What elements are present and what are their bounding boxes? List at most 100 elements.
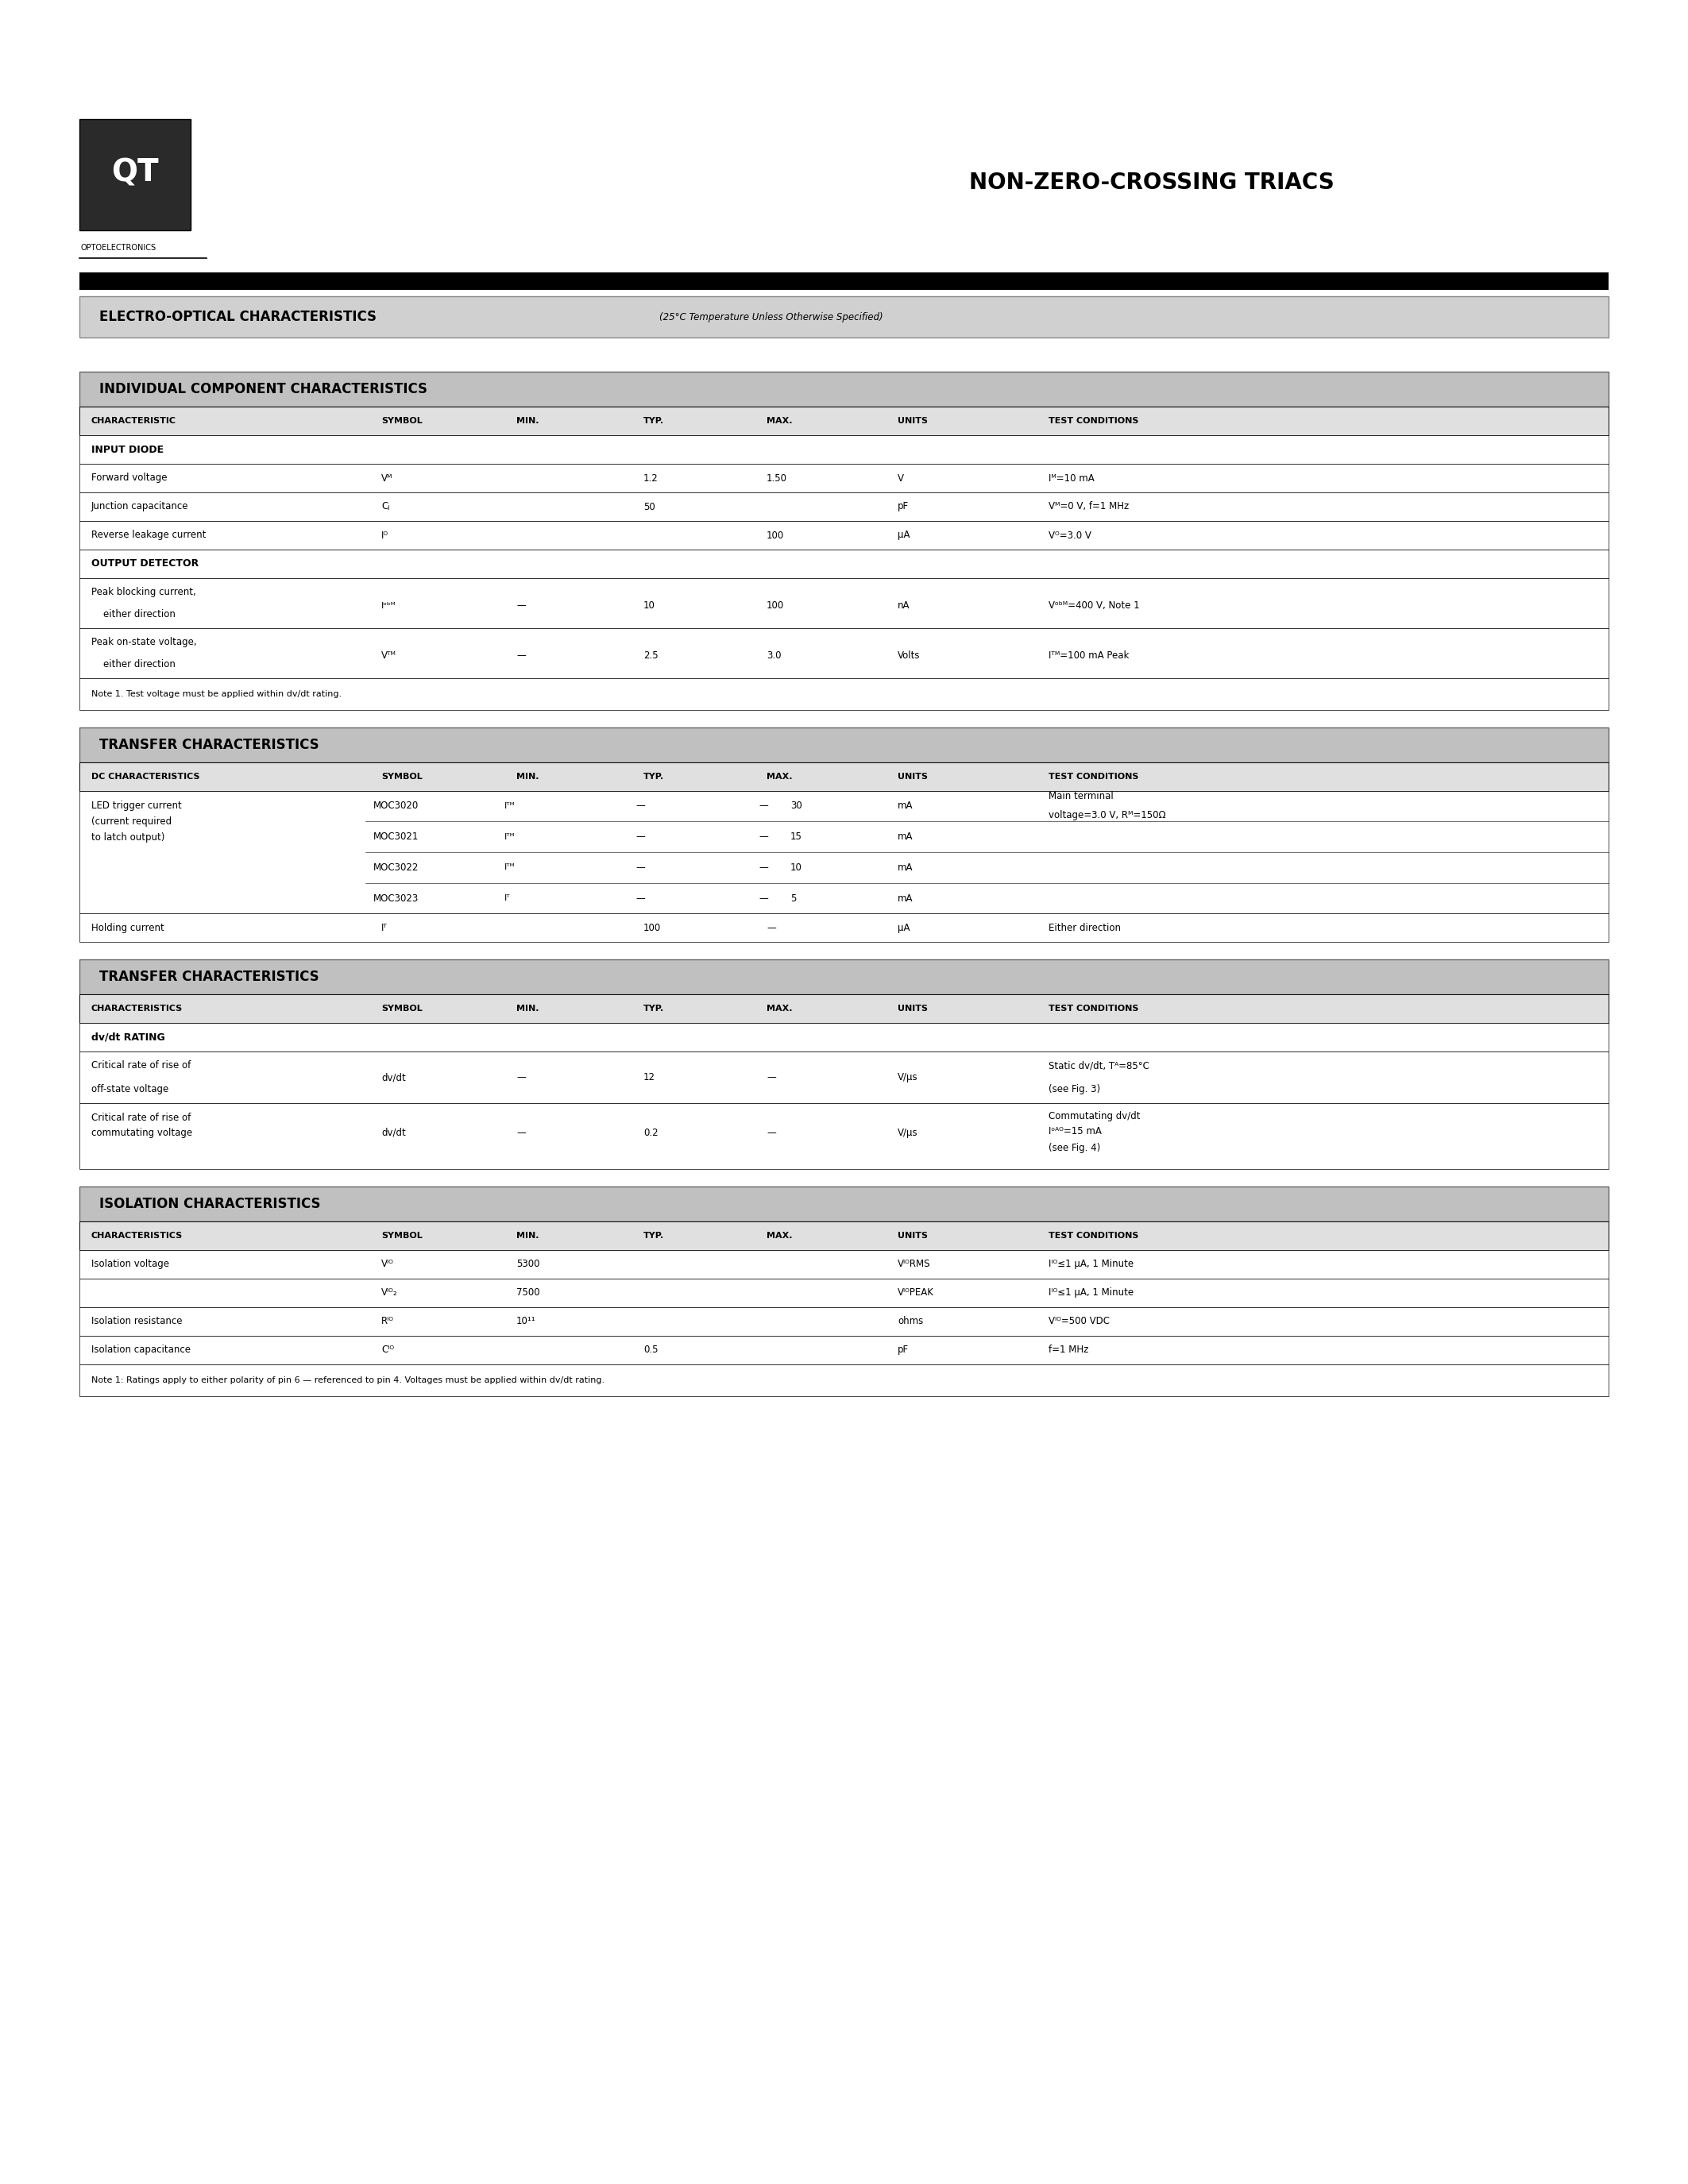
Text: —: — — [766, 1072, 776, 1083]
Text: (25°C Temperature Unless Otherwise Specified): (25°C Temperature Unless Otherwise Speci… — [660, 312, 883, 321]
Text: VᴵᴼRMS: VᴵᴼRMS — [898, 1260, 930, 1269]
Bar — [79, 1024, 1609, 1053]
Text: SYMBOL: SYMBOL — [381, 417, 422, 426]
Text: Isolation capacitance: Isolation capacitance — [91, 1345, 191, 1356]
Text: Iᵀ: Iᵀ — [505, 893, 510, 902]
Text: μA: μA — [898, 531, 910, 539]
Text: mA: mA — [898, 832, 913, 843]
Text: NON-ZERO-CROSSING TRIACS: NON-ZERO-CROSSING TRIACS — [969, 173, 1335, 194]
Text: MIN.: MIN. — [517, 773, 538, 780]
Bar — [79, 406, 1609, 435]
Text: TEST CONDITIONS: TEST CONDITIONS — [1048, 1005, 1139, 1013]
Text: V: V — [898, 474, 905, 483]
Bar — [79, 679, 1609, 710]
Bar — [79, 762, 1609, 791]
Bar — [79, 959, 1609, 994]
Text: commutating voltage: commutating voltage — [91, 1127, 192, 1138]
Text: 15: 15 — [790, 832, 802, 843]
Text: 3.0: 3.0 — [766, 651, 782, 662]
Bar — [79, 491, 1609, 522]
Bar — [79, 1103, 1609, 1168]
Text: Iᵀᴹ: Iᵀᴹ — [505, 802, 515, 810]
Text: Critical rate of rise of: Critical rate of rise of — [91, 1061, 191, 1070]
Text: VᴵᴼPEAK: VᴵᴼPEAK — [898, 1289, 933, 1297]
Text: —: — — [635, 832, 645, 843]
Text: CHARACTERISTICS: CHARACTERISTICS — [91, 1232, 182, 1241]
Bar — [79, 1337, 1609, 1365]
Text: —: — — [517, 1127, 525, 1138]
Text: TRANSFER CHARACTERISTICS: TRANSFER CHARACTERISTICS — [100, 970, 319, 985]
Text: INPUT DIODE: INPUT DIODE — [91, 443, 164, 454]
Text: Iᴹ=10 mA: Iᴹ=10 mA — [1048, 474, 1094, 483]
Text: CHARACTERISTIC: CHARACTERISTIC — [91, 417, 176, 426]
Bar — [79, 297, 1609, 339]
Text: TEST CONDITIONS: TEST CONDITIONS — [1048, 417, 1139, 426]
Text: Vᴹ=0 V, f=1 MHz: Vᴹ=0 V, f=1 MHz — [1048, 502, 1129, 511]
Text: MAX.: MAX. — [766, 1005, 792, 1013]
Bar — [79, 435, 1609, 463]
Text: Critical rate of rise of: Critical rate of rise of — [91, 1112, 191, 1123]
Bar — [79, 994, 1609, 1024]
Text: Either direction: Either direction — [1048, 924, 1121, 933]
Text: —: — — [758, 893, 768, 904]
Text: to latch output): to latch output) — [91, 832, 165, 843]
Text: either direction: either direction — [103, 609, 176, 620]
Bar — [79, 1308, 1609, 1337]
Text: V/μs: V/μs — [898, 1072, 918, 1083]
Text: 100: 100 — [766, 601, 785, 612]
Text: 5: 5 — [790, 893, 797, 904]
Text: Iᵒᴬᴼ=15 mA: Iᵒᴬᴼ=15 mA — [1048, 1127, 1102, 1136]
Text: Vᴵᴼ₂: Vᴵᴼ₂ — [381, 1289, 398, 1297]
Text: 12: 12 — [643, 1072, 655, 1083]
Text: Iᴵᴼ≤1 μA, 1 Minute: Iᴵᴼ≤1 μA, 1 Minute — [1048, 1260, 1134, 1269]
Text: f=1 MHz: f=1 MHz — [1048, 1345, 1089, 1356]
Text: dv/dt: dv/dt — [381, 1127, 405, 1138]
Text: dv/dt: dv/dt — [381, 1072, 405, 1083]
Text: pF: pF — [898, 1345, 908, 1356]
Text: Cᴵᴼ: Cᴵᴼ — [381, 1345, 393, 1356]
Text: TEST CONDITIONS: TEST CONDITIONS — [1048, 773, 1139, 780]
Text: —: — — [517, 601, 525, 612]
Text: UNITS: UNITS — [898, 1005, 928, 1013]
Text: Reverse leakage current: Reverse leakage current — [91, 531, 206, 539]
Text: MOC3022: MOC3022 — [373, 863, 419, 874]
Text: OUTPUT DETECTOR: OUTPUT DETECTOR — [91, 559, 199, 570]
Bar — [79, 1221, 1609, 1249]
Text: Vᴵᴼ=500 VDC: Vᴵᴼ=500 VDC — [1048, 1317, 1109, 1326]
Text: Vᴼ=3.0 V: Vᴼ=3.0 V — [1048, 531, 1092, 539]
Text: nA: nA — [898, 601, 910, 612]
Text: ELECTRO-OPTICAL CHARACTERISTICS: ELECTRO-OPTICAL CHARACTERISTICS — [100, 310, 376, 323]
Text: Main terminal: Main terminal — [1048, 791, 1114, 802]
Text: 2.5: 2.5 — [643, 651, 658, 662]
Text: either direction: either direction — [103, 660, 176, 668]
Text: —: — — [517, 1072, 525, 1083]
Text: 100: 100 — [643, 924, 662, 933]
Text: Iᵀᴹ: Iᵀᴹ — [505, 863, 515, 871]
Text: mA: mA — [898, 893, 913, 904]
Text: TYP.: TYP. — [643, 1232, 663, 1241]
Bar — [79, 1249, 1609, 1278]
Text: UNITS: UNITS — [898, 773, 928, 780]
Text: —: — — [635, 893, 645, 904]
Text: 1.50: 1.50 — [766, 474, 787, 483]
Text: Vᴹ: Vᴹ — [381, 474, 393, 483]
Text: Static dv/dt, Tᴬ=85°C: Static dv/dt, Tᴬ=85°C — [1048, 1061, 1150, 1070]
Text: Iᵀᴹ: Iᵀᴹ — [505, 832, 515, 841]
Text: Iᴼ: Iᴼ — [381, 531, 388, 539]
Text: MIN.: MIN. — [517, 417, 538, 426]
Text: INDIVIDUAL COMPONENT CHARACTERISTICS: INDIVIDUAL COMPONENT CHARACTERISTICS — [100, 382, 427, 395]
Text: MOC3020: MOC3020 — [373, 802, 419, 810]
Text: MOC3023: MOC3023 — [373, 893, 419, 904]
Text: (current required: (current required — [91, 817, 172, 826]
Bar — [79, 371, 1609, 406]
Bar — [79, 579, 1609, 629]
Text: V/μs: V/μs — [898, 1127, 918, 1138]
Text: MAX.: MAX. — [766, 773, 792, 780]
Bar — [79, 463, 1609, 491]
Bar — [79, 550, 1609, 579]
Text: 7500: 7500 — [517, 1289, 540, 1297]
Text: MOC3021: MOC3021 — [373, 832, 419, 843]
Text: 10: 10 — [790, 863, 802, 874]
Text: TRANSFER CHARACTERISTICS: TRANSFER CHARACTERISTICS — [100, 738, 319, 751]
Text: 50: 50 — [643, 502, 655, 511]
